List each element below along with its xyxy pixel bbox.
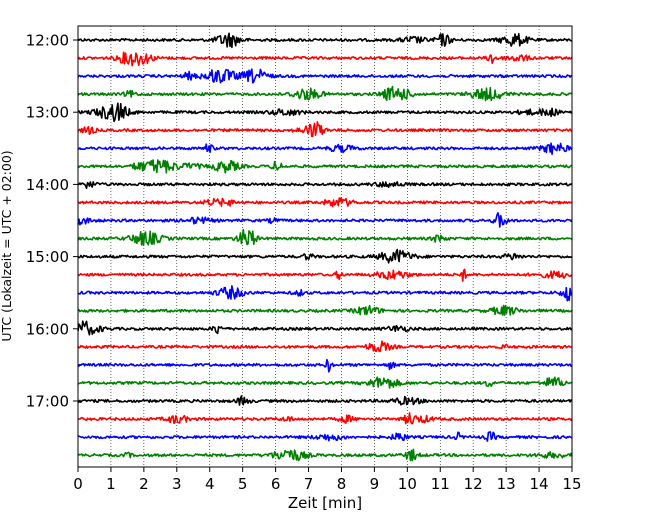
x-tick-label: 1: [106, 475, 116, 493]
x-tick-label: 9: [370, 475, 380, 493]
series-trace-1700: [77, 395, 573, 406]
x-tick-label: 2: [139, 475, 149, 493]
x-tick-label: 3: [172, 475, 182, 493]
series-trace-1230: [77, 68, 573, 84]
x-tick-label: 7: [304, 475, 314, 493]
x-tick-label: 13: [497, 475, 516, 493]
x-tick-label: 8: [337, 475, 347, 493]
series-trace-1400: [77, 181, 573, 190]
x-tick-label: 10: [398, 475, 417, 493]
series-trace-1445: [77, 228, 573, 247]
series-trace-1200: [77, 32, 573, 49]
x-tick-label: 0: [73, 475, 83, 493]
y-tick-label: 17:00: [26, 393, 69, 411]
series-trace-1645: [77, 376, 573, 389]
y-axis-label: UTC (Lokalzeit = UTC + 02:00): [0, 150, 14, 341]
y-tick-label: 13:00: [26, 104, 69, 122]
series-trace-1500: [77, 248, 573, 264]
series-trace-1730: [77, 431, 573, 442]
series-trace-1345: [77, 159, 573, 174]
series-trace-1600: [77, 320, 573, 336]
series-trace-1430: [77, 212, 573, 228]
plot-frame: [77, 25, 573, 468]
y-tick-label: 16:00: [26, 320, 69, 338]
series-trace-1545: [77, 304, 573, 316]
series-trace-1315: [77, 121, 573, 138]
x-tick-label: 14: [530, 475, 549, 493]
x-tick-label: 12: [464, 475, 483, 493]
series-trace-1630: [77, 358, 573, 373]
x-axis-label: Zeit [min]: [288, 494, 362, 512]
y-tick-label: 15:00: [26, 248, 69, 266]
x-axis-ticks: 0 1 2 3 4 5 6 7 8 9 10 11 12 13 14 15: [73, 467, 582, 493]
series-trace-1745: [77, 448, 573, 462]
seismogram-traces: [77, 32, 573, 462]
x-tick-label: 11: [431, 475, 450, 493]
y-tick-label: 12:00: [26, 32, 69, 50]
x-tick-label: 5: [238, 475, 248, 493]
series-trace-1215: [77, 51, 573, 67]
series-trace-1300: [77, 102, 573, 123]
series-trace-1530: [77, 285, 573, 302]
series-trace-1515: [77, 268, 573, 282]
y-axis-ticks: 12:00 13:00 14:00 15:00 16:00 17:00: [26, 32, 78, 411]
x-tick-label: 6: [271, 475, 281, 493]
series-trace-1415: [77, 196, 573, 208]
x-tick-label: 4: [205, 475, 215, 493]
series-trace-1715: [77, 412, 573, 425]
series-trace-1615: [77, 340, 573, 353]
series-trace-1330: [77, 142, 573, 156]
y-tick-label: 14:00: [26, 176, 69, 194]
series-trace-1245: [77, 85, 573, 102]
x-tick-label: 15: [562, 475, 581, 493]
